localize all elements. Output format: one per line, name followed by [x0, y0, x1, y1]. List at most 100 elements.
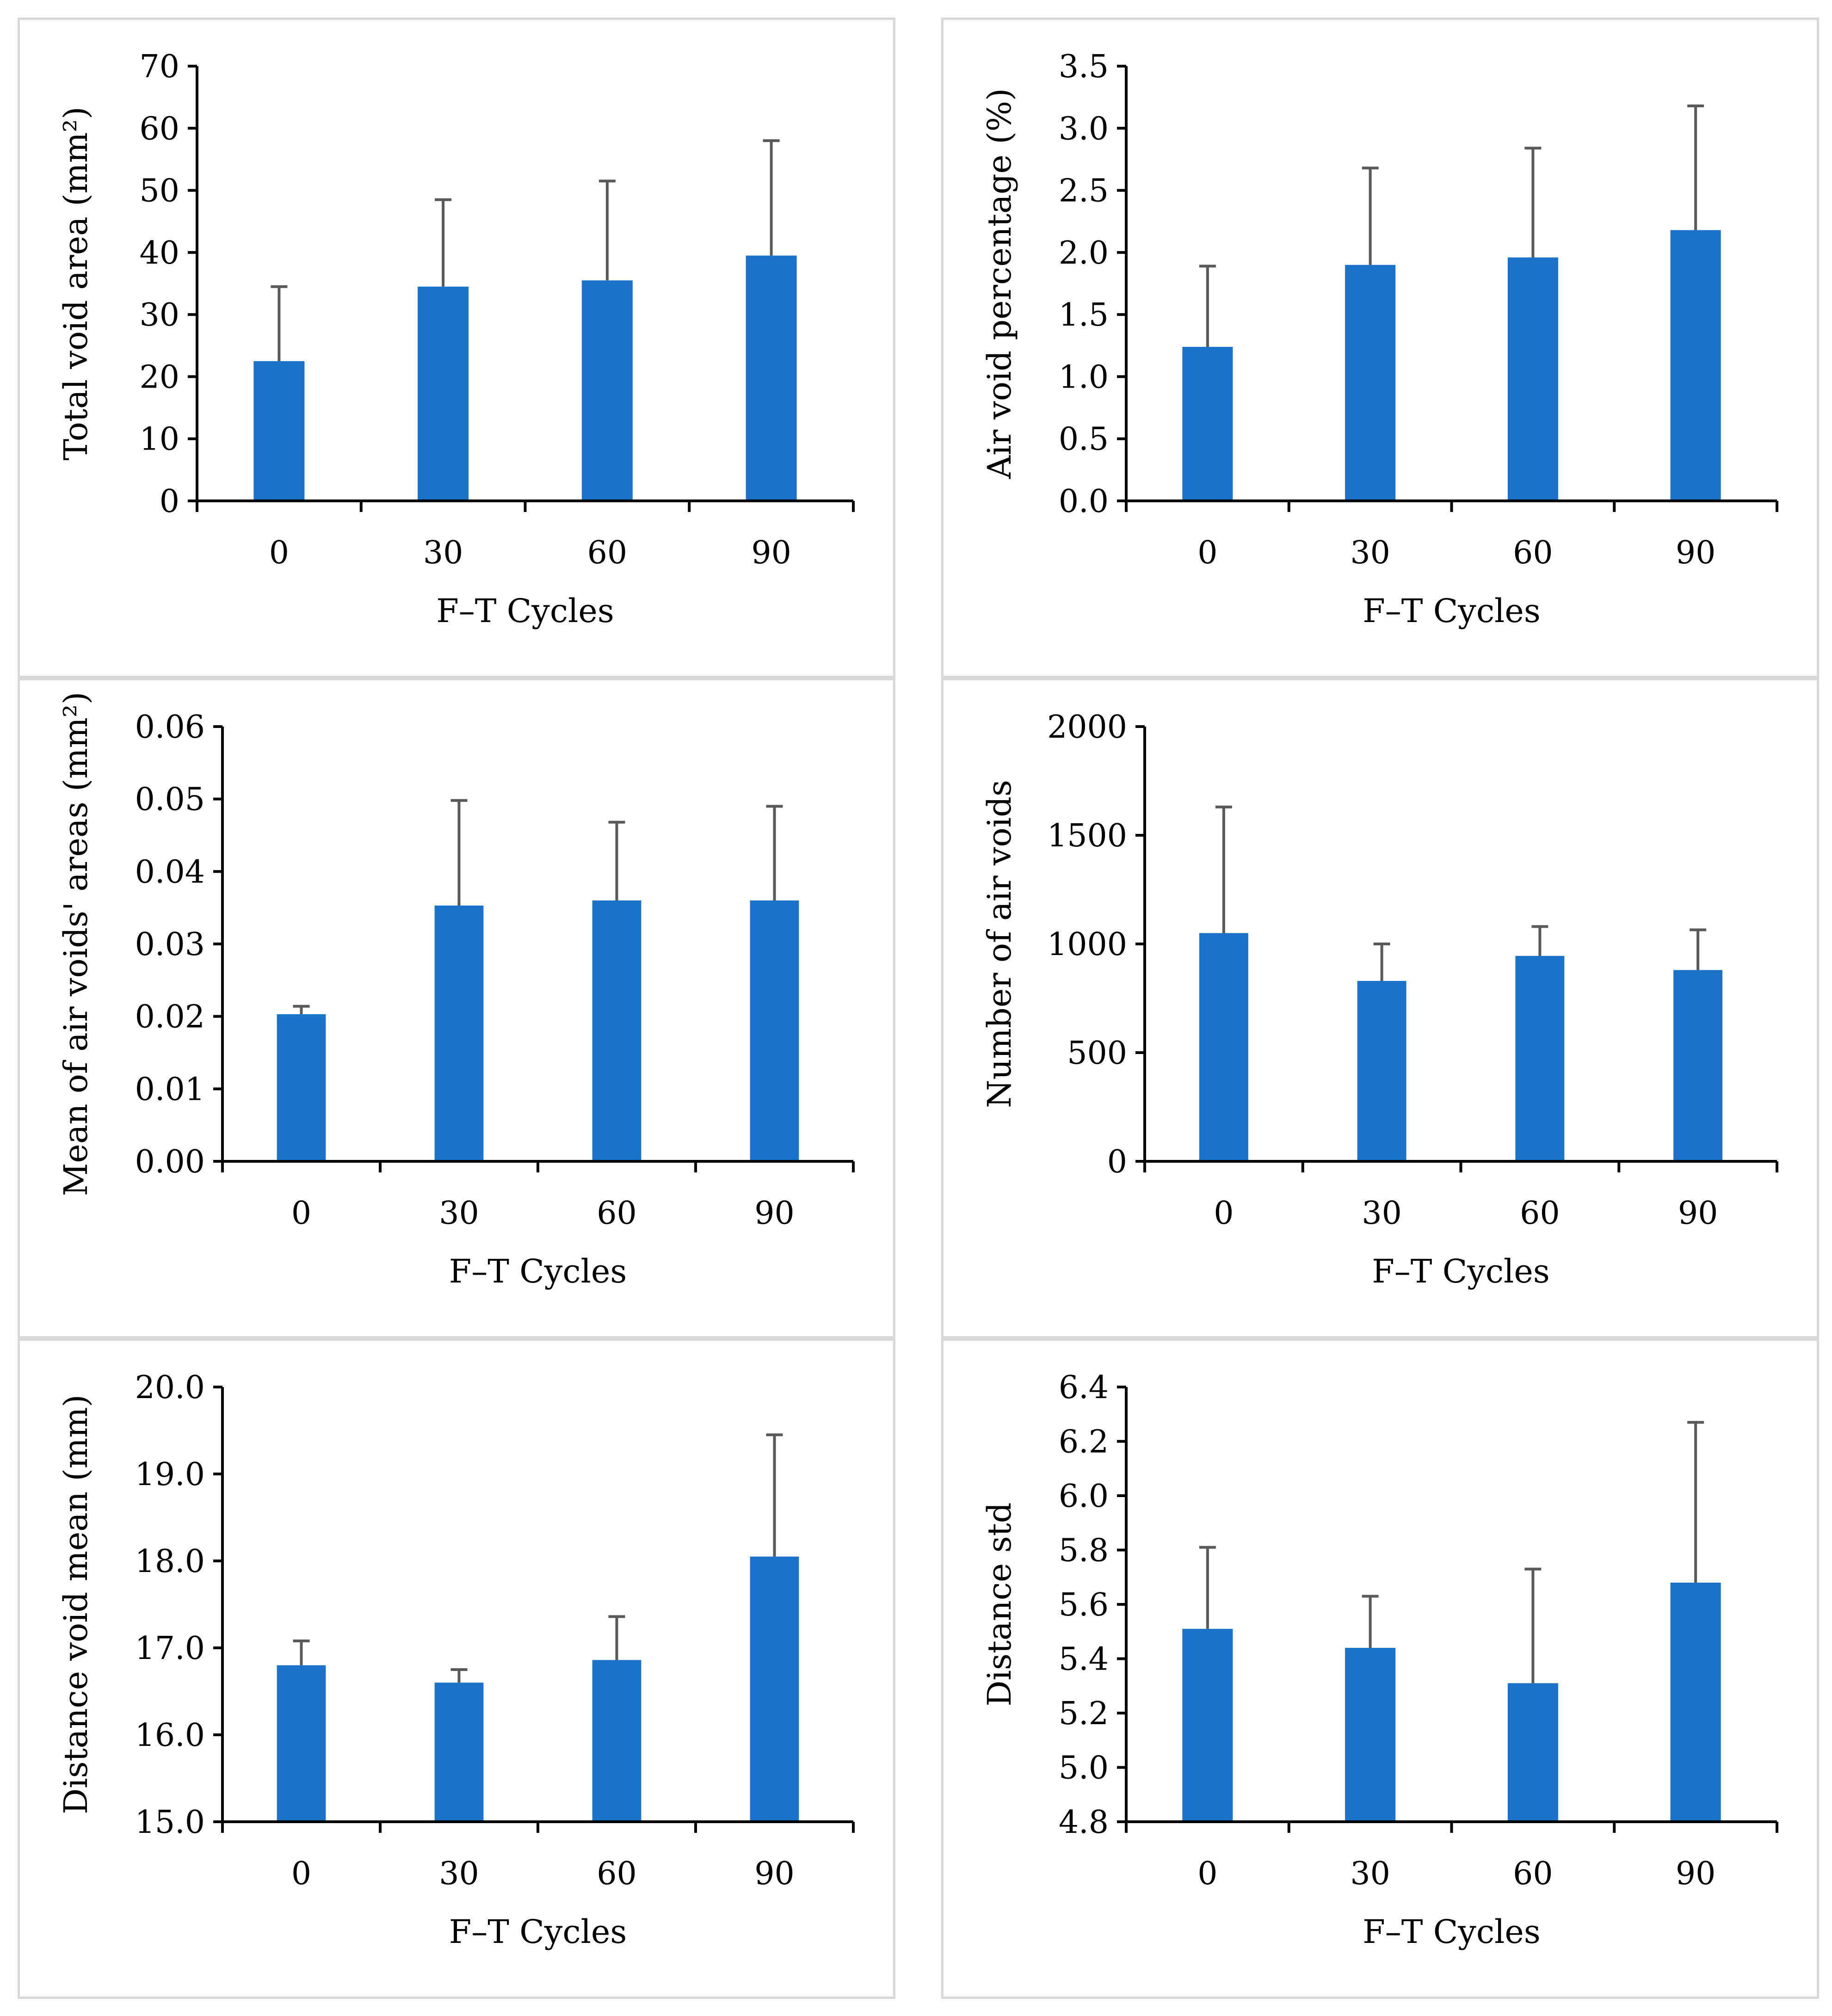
- y-tick-label: 5.8: [1059, 1533, 1109, 1569]
- bar: [592, 1660, 642, 1822]
- chart-svg: 0.00 0.01 0.02 0.03 0.04 0.05 0.06 0 30 60 90 F–T C…: [57, 692, 855, 1290]
- x-category-label: 60: [597, 1195, 637, 1232]
- y-tick-label: 19.0: [135, 1456, 205, 1493]
- error-bar: [766, 1433, 783, 1557]
- bar: [750, 1556, 799, 1822]
- y-tick-label: 6.0: [1059, 1478, 1109, 1515]
- y-tick-label: 500: [1067, 1035, 1127, 1072]
- error-bar: [598, 179, 616, 281]
- x-category-label: 30: [423, 535, 463, 571]
- x-category-label: 0: [291, 1856, 311, 1892]
- chart-panel-4: 0 500 1000 1500 2000 0 30 60 90 F–T Cycles Number …: [941, 678, 1819, 1338]
- x-axis-title: F–T Cycles: [436, 592, 614, 630]
- y-axis-title: Distance void mean (mm): [57, 1394, 95, 1814]
- y-tick-label: 0.06: [135, 709, 205, 746]
- y-tick-label: 1000: [1047, 926, 1127, 963]
- y-tick-label: 5.4: [1059, 1641, 1109, 1678]
- bar: [1670, 230, 1721, 501]
- y-tick-label: 1.0: [1059, 359, 1109, 395]
- error-bar: [293, 1639, 310, 1665]
- y-tick-label: 0: [160, 483, 179, 520]
- chart-svg: 4.8 5.0 5.2 5.4 5.6 5.8 6.0 6.2 6.4 0 30 60 90 F–T Cy…: [981, 1369, 1778, 1951]
- chart-svg: 0 500 1000 1500 2000 0 30 60 90 F–T Cycles Number …: [981, 709, 1778, 1290]
- bar: [592, 900, 642, 1161]
- error-bar: [1524, 147, 1542, 258]
- bar: [1345, 265, 1396, 501]
- y-tick-label: 50: [139, 173, 179, 210]
- y-tick-label: 0.02: [135, 999, 205, 1036]
- x-axis-title: F–T Cycles: [1363, 592, 1541, 630]
- y-tick-label: 0.05: [135, 782, 205, 818]
- bar: [434, 1683, 484, 1822]
- chart-panel-6: 4.8 5.0 5.2 5.4 5.6 5.8 6.0 6.2 6.4 0 30 60 90 F–T Cy…: [941, 1338, 1819, 1999]
- y-tick-label: 70: [139, 49, 179, 85]
- x-axis-title: F–T Cycles: [1372, 1252, 1550, 1290]
- y-tick-label: 1.5: [1059, 297, 1109, 333]
- y-tick-label: 1500: [1047, 818, 1127, 854]
- y-tick-label: 16.0: [135, 1717, 205, 1754]
- x-category-label: 90: [1676, 535, 1716, 571]
- error-bar: [1362, 166, 1379, 265]
- x-category-label: 60: [1513, 1856, 1553, 1892]
- error-bar: [763, 139, 780, 256]
- error-bar: [608, 1615, 625, 1660]
- error-bar: [1373, 943, 1390, 981]
- error-bar: [1362, 1595, 1379, 1648]
- y-tick-label: 0.00: [135, 1144, 205, 1180]
- x-category-label: 60: [587, 535, 628, 571]
- y-axis-title: Mean of air voids' areas (mm²): [57, 692, 95, 1196]
- x-category-label: 30: [1362, 1195, 1402, 1232]
- y-tick-label: 30: [139, 297, 179, 333]
- y-tick-label: 4.8: [1059, 1804, 1109, 1841]
- error-bar: [608, 820, 625, 900]
- x-category-label: 90: [754, 1195, 795, 1232]
- error-bar: [1531, 925, 1548, 956]
- error-bar: [1199, 1546, 1216, 1629]
- bar: [746, 255, 797, 501]
- chart-svg: 15.0 16.0 17.0 18.0 19.0 20.0 0 30 60 90 F–T Cycle…: [57, 1369, 855, 1951]
- y-axis-title: Total void area (mm²): [57, 106, 95, 460]
- chart-svg: 0.0 0.5 1.0 1.5 2.0 2.5 3.0 3.5 0 30 60 90 F–T Cycle…: [981, 49, 1778, 630]
- error-bar: [1524, 1567, 1542, 1683]
- y-tick-label: 17.0: [135, 1630, 205, 1667]
- x-category-label: 60: [1513, 535, 1553, 571]
- bar: [1357, 980, 1406, 1161]
- error-bar: [271, 285, 288, 361]
- y-tick-label: 6.4: [1059, 1369, 1109, 1406]
- bar: [750, 900, 799, 1161]
- y-tick-label: 2.5: [1059, 173, 1109, 210]
- y-tick-label: 3.0: [1059, 111, 1109, 147]
- chart-panel-5: 15.0 16.0 17.0 18.0 19.0 20.0 0 30 60 90 F–T Cycle…: [18, 1338, 895, 1999]
- chart-panel-3: 0.00 0.01 0.02 0.03 0.04 0.05 0.06 0 30 60 90 F–T C…: [18, 678, 895, 1338]
- x-category-label: 90: [754, 1856, 795, 1892]
- bar: [277, 1665, 326, 1822]
- error-bar: [766, 805, 783, 900]
- error-bar: [1690, 928, 1707, 970]
- y-tick-label: 0.03: [135, 926, 205, 963]
- bar: [1673, 970, 1723, 1161]
- error-bar: [1215, 805, 1232, 933]
- bar: [277, 1014, 326, 1161]
- y-tick-label: 40: [139, 235, 179, 271]
- error-bar: [450, 1668, 468, 1683]
- x-category-label: 30: [1350, 1856, 1390, 1892]
- bar: [1507, 1683, 1558, 1822]
- y-axis-title: Number of air voids: [981, 780, 1018, 1108]
- bar: [1670, 1583, 1721, 1822]
- y-tick-label: 0.04: [135, 854, 205, 890]
- y-tick-label: 20.0: [135, 1369, 205, 1406]
- y-tick-label: 5.6: [1059, 1587, 1109, 1623]
- y-tick-label: 2000: [1047, 709, 1127, 746]
- y-tick-label: 20: [139, 359, 179, 395]
- y-tick-label: 15.0: [135, 1804, 205, 1841]
- x-category-label: 90: [751, 535, 791, 571]
- x-category-label: 0: [1197, 535, 1217, 571]
- bar: [434, 905, 484, 1161]
- y-axis-title: Air void percentage (%): [981, 88, 1018, 480]
- bar: [1199, 933, 1248, 1161]
- x-category-label: 90: [1678, 1195, 1718, 1232]
- y-tick-label: 0: [1107, 1144, 1127, 1180]
- x-category-label: 60: [1520, 1195, 1560, 1232]
- chart-svg: 0 10 20 30 40 50 60 70 0 30 60 90 F–T Cycles Total vo…: [57, 49, 855, 630]
- error-bar: [435, 198, 452, 287]
